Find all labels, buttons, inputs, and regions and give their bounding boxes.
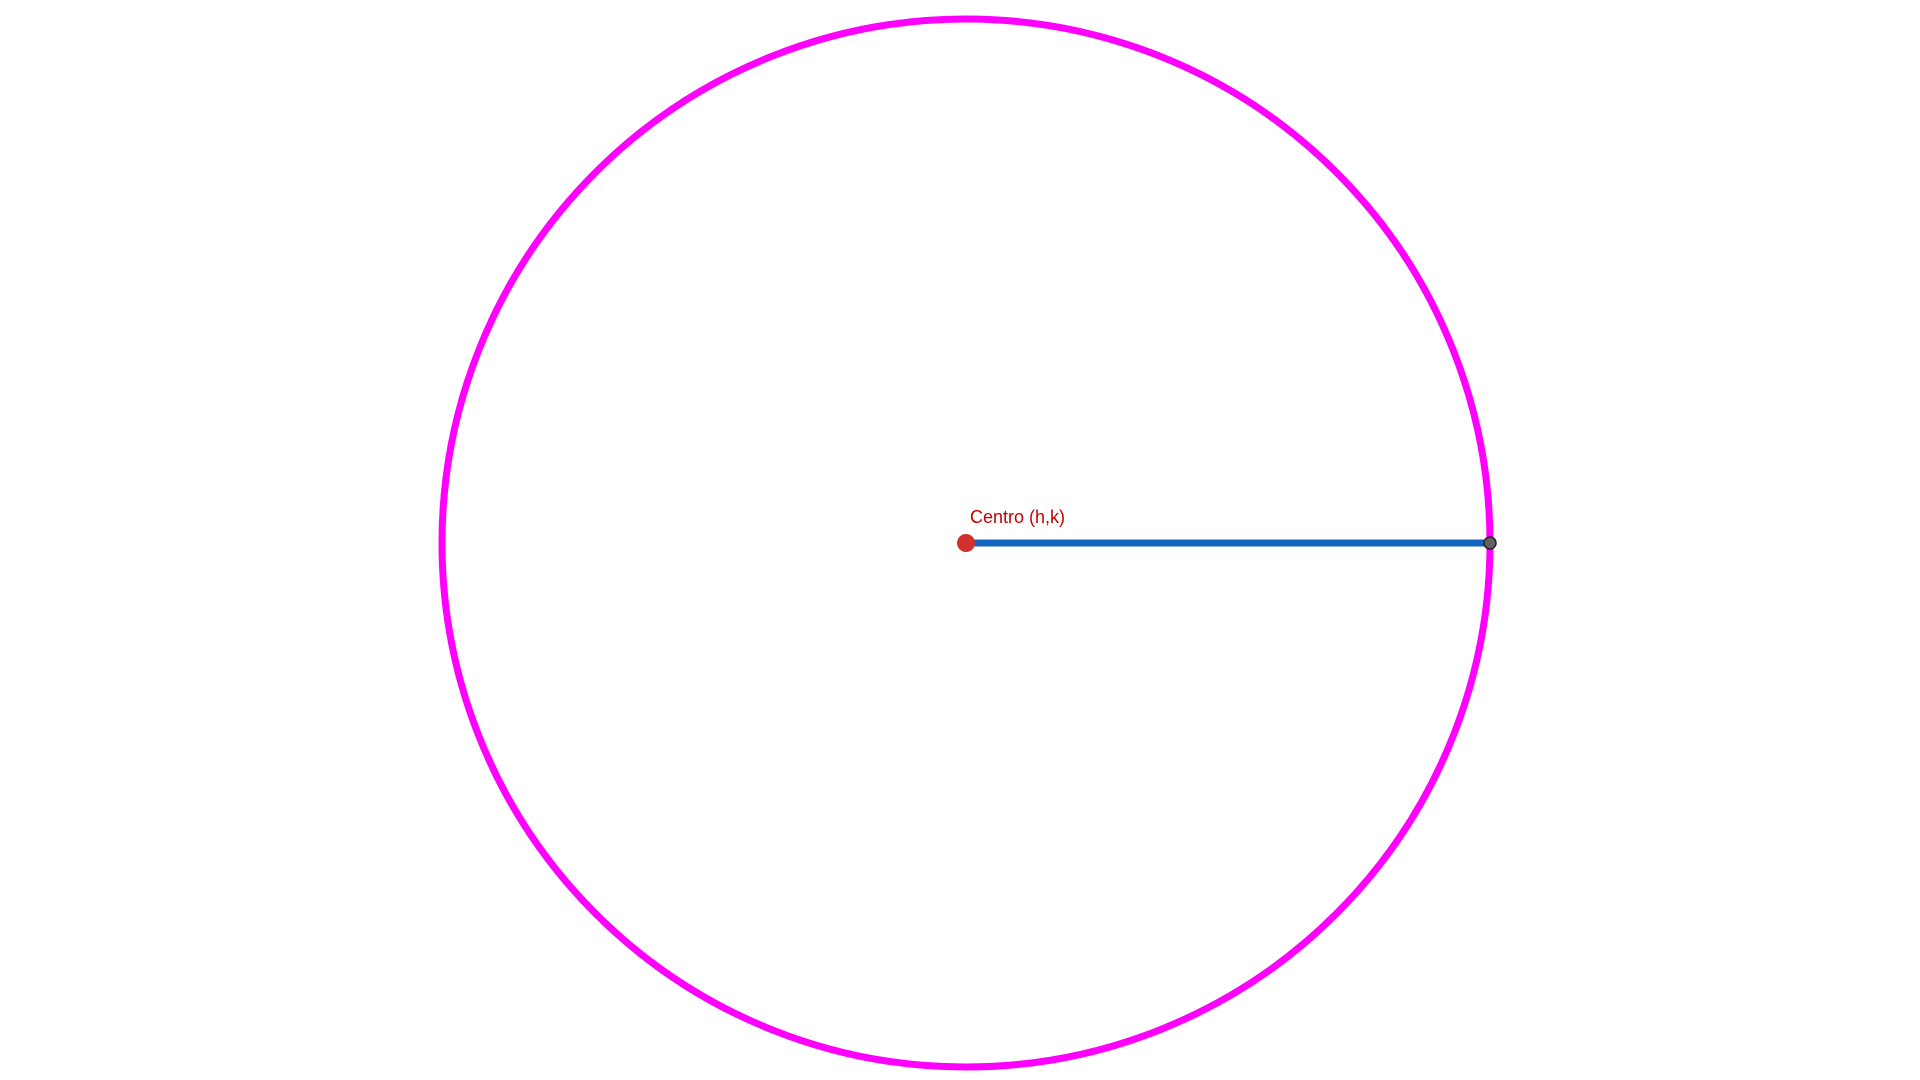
center-label: Centro (h,k) xyxy=(970,507,1065,527)
radius-endpoint xyxy=(1483,536,1497,550)
center-point xyxy=(957,534,975,552)
